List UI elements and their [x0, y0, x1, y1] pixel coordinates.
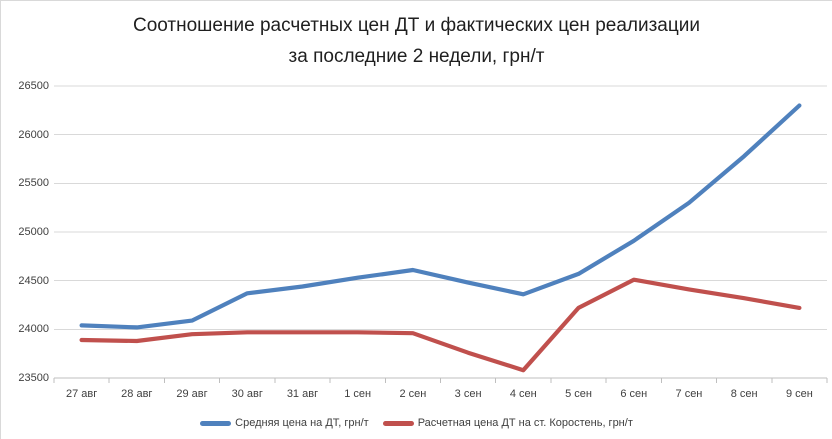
x-axis-label: 2 сен: [399, 388, 427, 400]
x-axis-label: 8 сен: [730, 388, 758, 400]
x-axis-label: 27 авг: [65, 388, 98, 400]
x-axis-label: 30 авг: [231, 388, 263, 400]
legend-marker-red-line: [382, 420, 414, 426]
chart-title-line2: за последние 2 недели, грн/т: [288, 46, 545, 67]
x-axis-label: 5 сен: [565, 388, 592, 400]
chart-title-line1: Соотношение расчетных цен ДТ и фактическ…: [132, 15, 700, 36]
chart-title: Соотношение расчетных цен ДТ и фактическ…: [1, 10, 832, 72]
legend-label-average-price: Средняя цена на ДТ, грн/т: [235, 417, 369, 429]
legend-item-average-price: Средняя цена на ДТ, грн/т: [200, 417, 369, 429]
x-axis-label: 29 авг: [176, 388, 208, 400]
x-axis-label: 3 сен: [454, 388, 482, 400]
legend-item-calculated-price: Расчетная цена ДТ на ст. Коростень, грн/…: [382, 417, 633, 429]
x-axis-label: 1 сен: [344, 388, 372, 400]
series-line-0: [79, 103, 802, 330]
y-axis-label: 23500: [18, 372, 49, 384]
y-axis-label: 26500: [18, 80, 49, 92]
legend-label-calculated-price: Расчетная цена ДТ на ст. Коростень, грн/…: [417, 417, 633, 429]
y-axis-label: 24500: [18, 274, 49, 287]
x-axis-label: 9 сен: [785, 388, 813, 400]
x-axis-label: 28 авг: [121, 388, 153, 400]
legend: Средняя цена на ДТ, грн/т Расчетная цена…: [1, 417, 832, 429]
y-axis-label: 24000: [18, 323, 49, 336]
x-axis-label: 31 авг: [286, 388, 319, 400]
x-axis-label: 7 сен: [675, 388, 703, 400]
x-axis-label: 6 сен: [620, 388, 648, 400]
y-axis-label: 25000: [18, 226, 49, 238]
y-axis-label: 26000: [18, 128, 49, 141]
series-line-1: [79, 277, 802, 373]
x-axis-label: 4 сен: [509, 388, 537, 400]
y-axis-label: 25500: [18, 177, 49, 190]
legend-marker-blue-line: [200, 420, 232, 426]
